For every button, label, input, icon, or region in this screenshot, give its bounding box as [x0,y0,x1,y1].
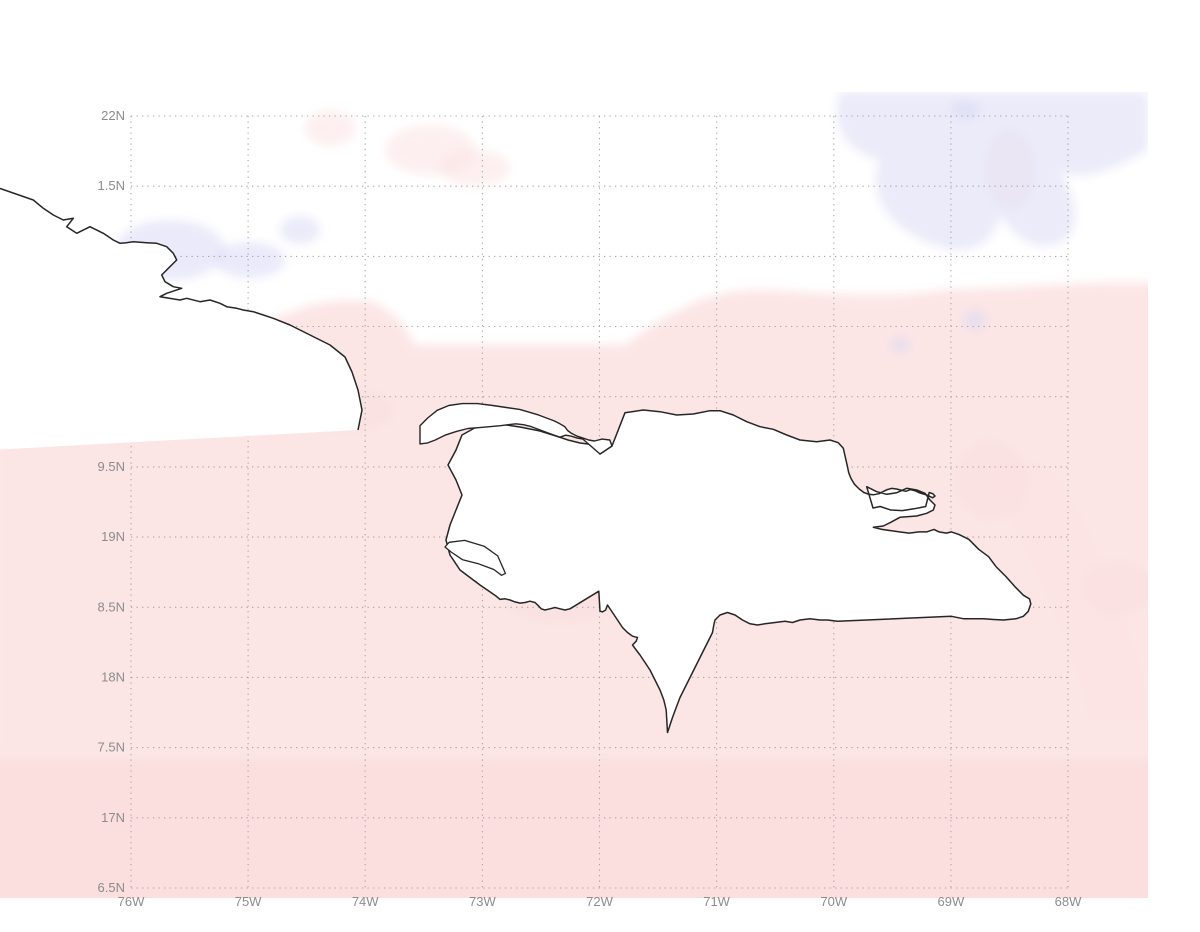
svg-text:7.5N: 7.5N [98,740,125,755]
svg-text:9.5N: 9.5N [98,459,125,474]
svg-text:72W: 72W [586,894,613,909]
svg-text:73W: 73W [469,894,496,909]
svg-text:76W: 76W [118,894,145,909]
svg-text:19N: 19N [101,529,125,544]
svg-text:69W: 69W [938,894,965,909]
svg-text:70W: 70W [820,894,847,909]
svg-text:18N: 18N [101,669,125,684]
svg-text:17N: 17N [101,810,125,825]
svg-text:68W: 68W [1055,894,1082,909]
svg-text:1.5N: 1.5N [98,178,125,193]
svg-text:8.5N: 8.5N [98,599,125,614]
svg-text:71W: 71W [703,894,730,909]
svg-text:22N: 22N [101,108,125,123]
svg-text:74W: 74W [352,894,379,909]
svg-text:75W: 75W [235,894,262,909]
svg-text:6.5N: 6.5N [98,880,125,895]
